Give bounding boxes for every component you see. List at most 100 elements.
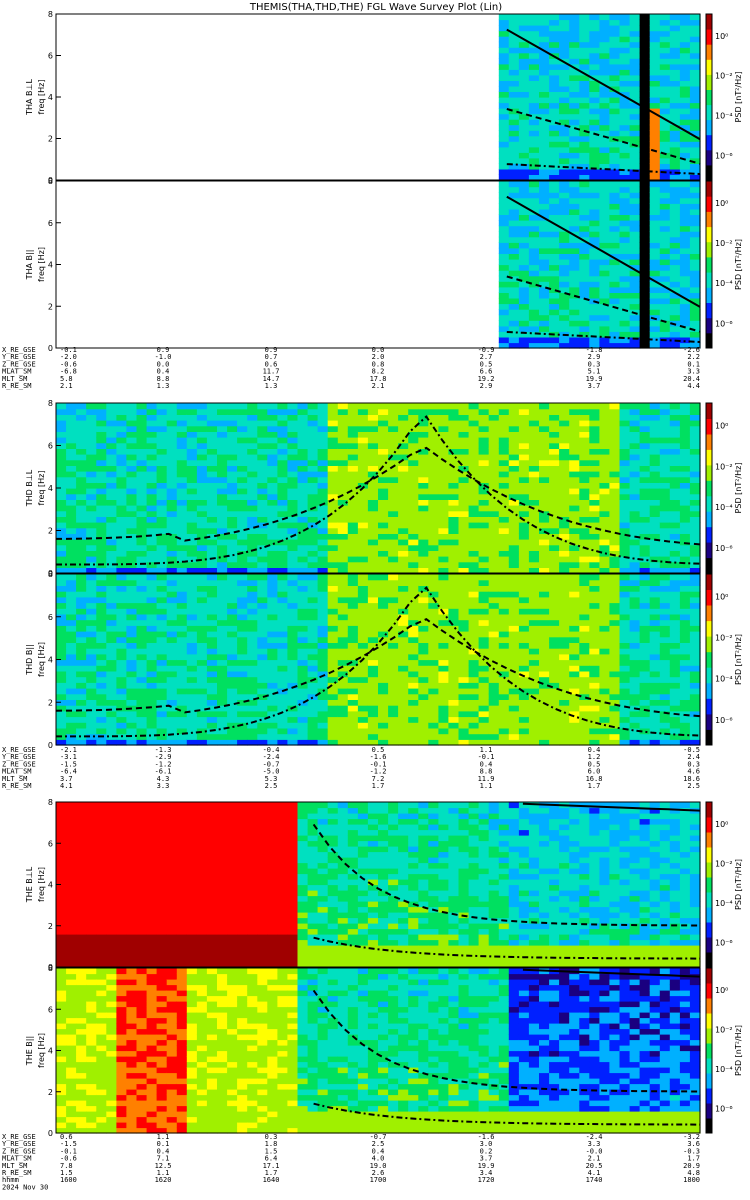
heatmap-cell: [619, 613, 631, 621]
heatmap-cell: [186, 459, 198, 466]
heatmap-cell: [649, 465, 661, 472]
heatmap-cell: [629, 36, 641, 43]
heatmap-cell: [629, 414, 641, 421]
heatmap-cell: [287, 574, 299, 581]
heatmap-cell: [227, 631, 238, 638]
heatmap-cell: [679, 47, 691, 54]
heatmap-cell: [327, 550, 339, 557]
heatmap-cell: [327, 682, 339, 689]
heatmap-cell: [166, 653, 178, 661]
heatmap-cell: [438, 493, 450, 500]
heatmap-cell: [619, 275, 631, 282]
heatmap-cell: [418, 693, 429, 700]
heatmap-cell: [679, 14, 691, 21]
heatmap-cell: [619, 119, 631, 126]
heatmap-cell: [679, 544, 691, 551]
heatmap-cell: [287, 499, 299, 506]
heatmap-cell: [237, 648, 248, 655]
y-tick-label: 0: [48, 176, 53, 185]
heatmap-cell: [619, 69, 631, 76]
heatmap-cell: [186, 705, 198, 712]
heatmap-cell: [86, 705, 97, 712]
heatmap-cell: [488, 574, 500, 581]
heatmap-cell: [86, 510, 97, 517]
heatmap-cell: [196, 642, 208, 649]
heatmap-cell: [508, 264, 520, 271]
heatmap-cell: [559, 135, 570, 142]
heatmap-cell: [559, 539, 570, 546]
heatmap-cell: [629, 636, 641, 643]
heatmap-cell: [669, 292, 681, 299]
heatmap-cell: [518, 181, 530, 188]
heatmap-cell: [367, 596, 379, 604]
heatmap-cell: [549, 124, 560, 131]
heatmap-cell: [56, 716, 67, 723]
heatmap-cell: [528, 544, 540, 551]
heatmap-cell: [186, 482, 198, 489]
heatmap-cell: [659, 91, 671, 98]
heatmap-cell: [559, 670, 570, 678]
heatmap-cell: [56, 476, 67, 483]
heatmap-cell: [528, 608, 540, 615]
heatmap-cell: [428, 493, 439, 500]
heatmap-cell: [579, 493, 590, 500]
heatmap-cell: [619, 253, 631, 260]
heatmap-cell: [96, 539, 107, 546]
heatmap-cell: [186, 516, 198, 523]
heatmap-cell: [247, 613, 258, 621]
heatmap-cell: [569, 499, 580, 506]
heatmap-cell: [327, 591, 339, 598]
heatmap-cell: [418, 425, 429, 432]
heatmap-cell: [227, 403, 238, 410]
heatmap-cell: [277, 619, 289, 626]
heatmap-cell: [689, 533, 701, 540]
heatmap-cell: [559, 174, 570, 181]
heatmap-cell: [217, 556, 228, 563]
heatmap-cell: [589, 710, 600, 718]
heatmap-cell: [367, 414, 379, 421]
heatmap-cell: [639, 556, 651, 563]
heatmap-cell: [56, 739, 67, 746]
heatmap-cell: [569, 722, 580, 729]
heatmap-cell: [609, 574, 621, 581]
heatmap-cell: [56, 579, 67, 586]
heatmap-cell: [317, 608, 329, 615]
heatmap-cell: [579, 181, 590, 188]
heatmap-cell: [146, 688, 158, 695]
heatmap-cell: [609, 522, 621, 529]
heatmap-cell: [609, 505, 621, 512]
heatmap-cell: [438, 556, 450, 563]
heatmap-cell: [478, 414, 490, 421]
heatmap-cell: [96, 448, 107, 455]
heatmap-cell: [549, 665, 560, 672]
heatmap-cell: [629, 286, 641, 293]
heatmap-cell: [679, 197, 691, 204]
heatmap-cell: [619, 544, 631, 551]
heatmap-cell: [549, 454, 560, 461]
heatmap-cell: [549, 631, 560, 638]
heatmap-cell: [367, 722, 379, 729]
heatmap-cell: [96, 544, 107, 551]
heatmap-cell: [468, 516, 480, 523]
heatmap-cell: [619, 722, 631, 729]
heatmap-cell: [136, 585, 148, 592]
heatmap-cell: [679, 157, 691, 164]
heatmap-cell: [579, 454, 590, 461]
heatmap-cell: [599, 516, 611, 523]
heatmap-cell: [639, 591, 651, 598]
heatmap-cell: [227, 522, 238, 529]
heatmap-cell: [56, 493, 67, 500]
heatmap-cell: [217, 602, 228, 609]
heatmap-cell: [649, 275, 661, 282]
heatmap-cell: [599, 431, 611, 438]
heatmap-cell: [689, 119, 701, 126]
heatmap-cell: [508, 465, 520, 472]
heatmap-cell: [539, 286, 550, 293]
heatmap-cell: [337, 722, 349, 729]
heatmap-cell: [468, 414, 480, 421]
heatmap-cell: [307, 403, 319, 410]
heatmap-cell: [639, 693, 651, 700]
heatmap-cell: [357, 676, 369, 683]
heatmap-cell: [629, 192, 641, 199]
heatmap-cell: [629, 135, 641, 142]
